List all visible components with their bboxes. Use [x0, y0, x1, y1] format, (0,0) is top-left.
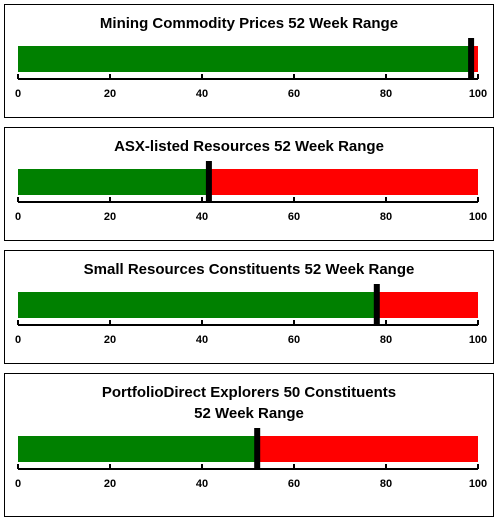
chart-title-2: ASX-listed Resources 52 Week Range — [5, 136, 493, 157]
range-gauge-3: 0 20 40 60 80 100 — [15, 284, 487, 346]
chart-title-2-line-1: ASX-listed Resources 52 Week Range — [114, 138, 384, 155]
gauge-3-tick-label: 100 — [469, 334, 487, 346]
gauge-4-tick-label: 100 — [469, 478, 487, 490]
gauge-4-below-segment — [18, 436, 258, 462]
chart-title-3-line-1: Small Resources Constituents 52 Week Ran… — [83, 261, 415, 278]
gauge-1-tick-label: 0 — [15, 88, 21, 100]
chart-title-4-line-2: 52 Week Range — [194, 405, 304, 422]
range-gauge-2: 0 20 40 60 80 100 — [15, 161, 487, 223]
chart-title-4: PortfolioDirect Explorers 50 Constituent… — [5, 382, 493, 424]
chart-title-1: Mining Commodity Prices 52 Week Range — [5, 13, 493, 34]
gauge-1-below-segment — [18, 46, 472, 72]
chart-panel-1: Mining Commodity Prices 52 Week Range 0 2… — [4, 4, 494, 118]
gauge-1-tick-label: 100 — [469, 88, 487, 100]
gauge-2-tick-label: 40 — [196, 211, 208, 223]
gauge-4-tick-label: 0 — [15, 478, 21, 490]
gauge-1-tick-label: 80 — [380, 88, 392, 100]
gauge-1-current-marker — [468, 38, 475, 80]
gauge-3-tick-label: 20 — [104, 334, 116, 346]
gauge-4-above-segment — [257, 436, 478, 462]
gauge-1-above-segment — [471, 46, 478, 72]
gauge-3-current-marker — [373, 284, 380, 326]
gauge-2-tick-label: 60 — [288, 211, 300, 223]
gauge-2-below-segment — [18, 169, 209, 195]
gauge-4-tick-label: 40 — [196, 478, 208, 490]
chart-title-3: Small Resources Constituents 52 Week Ran… — [5, 259, 493, 280]
gauge-3-below-segment — [18, 292, 377, 318]
chart-panel-3: Small Resources Constituents 52 Week Ran… — [4, 250, 494, 364]
gauge-3-tick-label: 80 — [380, 334, 392, 346]
gauge-2-tick-label: 0 — [15, 211, 21, 223]
chart-title-4-line-1: PortfolioDirect Explorers 50 Constituent… — [101, 384, 397, 401]
gauge-1-tick-label: 20 — [104, 88, 116, 100]
chart-panel-4: PortfolioDirect Explorers 50 Constituent… — [4, 373, 494, 517]
gauge-3-tick-label: 60 — [288, 334, 300, 346]
gauge-2-tick-label: 80 — [380, 211, 392, 223]
gauge-3-tick-label: 0 — [15, 334, 21, 346]
gauge-2-tick-label: 20 — [104, 211, 116, 223]
gauge-2-current-marker — [205, 161, 212, 203]
gauge-1-tick-label: 40 — [196, 88, 208, 100]
chart-panel-2: ASX-listed Resources 52 Week Range 0 20 40… — [4, 127, 494, 241]
gauge-3-above-segment — [376, 292, 478, 318]
range-gauge-4: 0 20 40 60 80 100 — [15, 428, 487, 490]
gauge-2-above-segment — [208, 169, 478, 195]
gauge-4-tick-label: 60 — [288, 478, 300, 490]
gauge-3-tick-label: 40 — [196, 334, 208, 346]
gauge-4-tick-label: 20 — [104, 478, 116, 490]
gauge-1-tick-label: 60 — [288, 88, 300, 100]
gauge-2-tick-label: 100 — [469, 211, 487, 223]
gauge-4-current-marker — [254, 428, 261, 470]
range-gauge-1: 0 20 40 60 80 100 — [15, 38, 487, 100]
chart-title-1-line-1: Mining Commodity Prices 52 Week Range — [99, 15, 399, 32]
gauge-4-tick-label: 80 — [380, 478, 392, 490]
